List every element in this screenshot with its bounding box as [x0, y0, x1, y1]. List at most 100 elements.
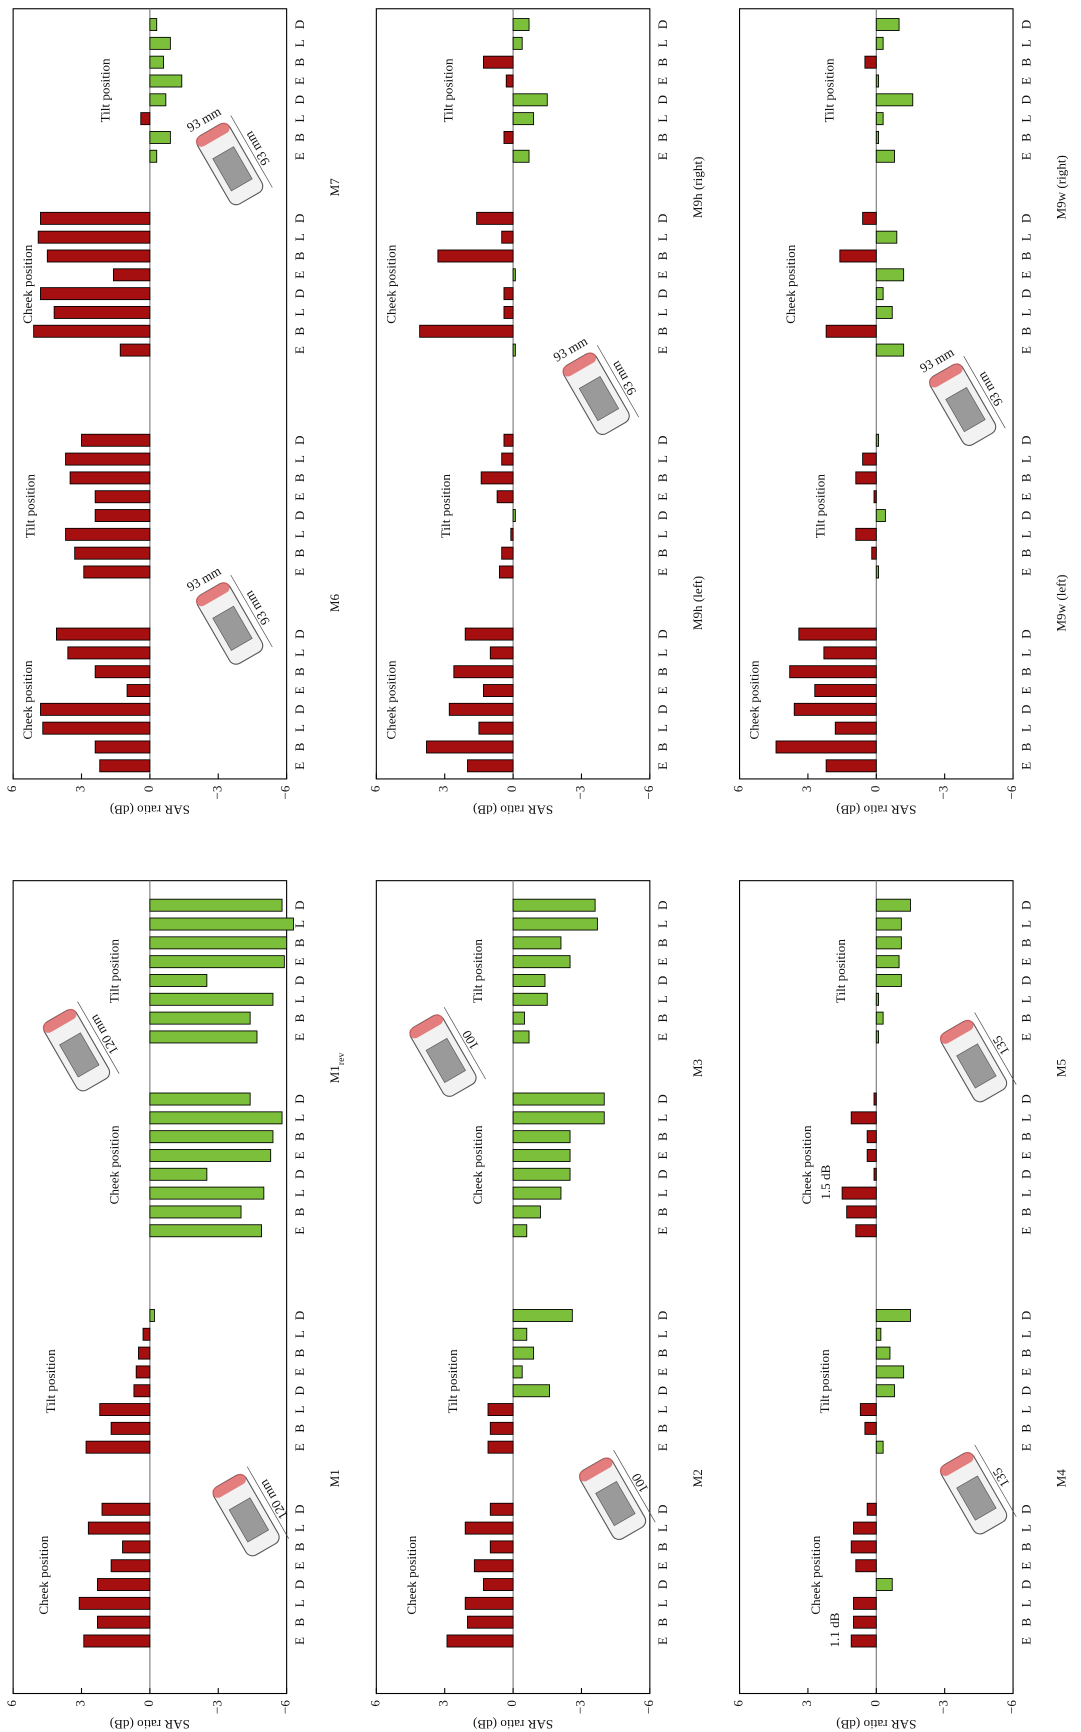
category-label: E [655, 1562, 670, 1570]
y-tick-label: 0 [504, 1700, 519, 1707]
category-label: B [292, 1542, 307, 1551]
group-label: Cheek position [20, 244, 35, 323]
bar [867, 1149, 876, 1161]
bar [111, 1560, 150, 1572]
bar [876, 1309, 910, 1321]
bar [150, 1031, 257, 1043]
bar [477, 212, 513, 224]
group-label: Tilt position [813, 474, 828, 538]
y-tick-label: −6 [278, 1700, 293, 1714]
bar [426, 741, 513, 753]
chart-name: M3 [690, 1058, 705, 1077]
category-label: E [1018, 568, 1033, 576]
category-label: E [1018, 1227, 1033, 1235]
category-label: L [292, 455, 307, 463]
category-label: B [1018, 1132, 1033, 1141]
category-label: B [292, 1424, 307, 1433]
bar [513, 19, 529, 31]
category-label: D [1018, 1386, 1033, 1395]
y-axis-title: SAR ratio (dB) [473, 802, 553, 817]
category-label: D [292, 900, 307, 909]
category-label: B [292, 1207, 307, 1216]
group-label: Tilt position [822, 58, 837, 122]
chart-name: M5 [1053, 1058, 1068, 1077]
chart-name: M1 [327, 1469, 342, 1487]
bar [876, 37, 883, 49]
category-label: L [292, 724, 307, 732]
bar [513, 1225, 527, 1237]
category-label: E [292, 1443, 307, 1451]
category-label: E [655, 958, 670, 966]
bar [513, 1112, 604, 1124]
category-label: L [292, 530, 307, 538]
group-label: Tilt position [22, 474, 37, 538]
category-label: L [292, 39, 307, 47]
category-label: B [292, 251, 307, 260]
category-label: E [292, 1562, 307, 1570]
category-label: B [292, 1618, 307, 1627]
bar [84, 566, 150, 578]
chart-name-text: M5 [1053, 1058, 1068, 1077]
group-label: Tilt position [43, 1349, 58, 1413]
bar [876, 1031, 878, 1043]
bar [490, 647, 513, 659]
bar [150, 131, 171, 143]
category-label: B [655, 1132, 670, 1141]
category-label: E [1018, 271, 1033, 279]
category-label: E [1018, 493, 1033, 501]
category-label: D [292, 1094, 307, 1103]
category-label: D [292, 1580, 307, 1589]
y-tick-label: −6 [1004, 785, 1019, 799]
bar [876, 1328, 881, 1340]
bar [513, 937, 561, 949]
category-label: D [655, 511, 670, 520]
bar [851, 1112, 876, 1124]
bar [513, 1187, 561, 1199]
phone-dimension-label: 135 [989, 1465, 1012, 1490]
phone-illustration: 93 mm93 mm [184, 93, 284, 209]
category-label: L [292, 1599, 307, 1607]
bar [513, 1347, 534, 1359]
bar [876, 974, 901, 986]
category-label: D [655, 214, 670, 223]
bar [95, 741, 150, 753]
category-label: L [292, 1189, 307, 1197]
bar [854, 1616, 877, 1628]
group-label: Tilt position [98, 58, 113, 122]
category-label: B [1018, 742, 1033, 751]
chart-name: M9w (left) [1053, 574, 1068, 631]
bar [513, 344, 515, 356]
y-tick-label: 6 [367, 785, 382, 792]
category-label: E [655, 1637, 670, 1645]
category-label: E [1018, 77, 1033, 85]
group-label: Tilt position [438, 474, 453, 538]
phone-illustration: 93 mm93 mm [917, 334, 1017, 450]
bar [134, 1385, 150, 1397]
category-label: L [655, 455, 670, 463]
category-label: E [655, 271, 670, 279]
group-label: Cheek position [747, 660, 762, 739]
category-label: B [655, 549, 670, 558]
y-tick-label: 0 [867, 1700, 882, 1707]
category-label: B [292, 1013, 307, 1022]
bar [420, 325, 513, 337]
bar [790, 666, 877, 678]
y-tick-label: −3 [572, 1700, 587, 1714]
bar [499, 566, 513, 578]
group-label: Tilt position [833, 939, 848, 1003]
bar [876, 306, 892, 318]
y-tick-label: −6 [641, 785, 656, 799]
category-label: E [655, 1443, 670, 1451]
bar [865, 1422, 876, 1434]
category-label: B [655, 251, 670, 260]
bar [136, 1366, 150, 1378]
bar [513, 1206, 540, 1218]
category-label: B [292, 327, 307, 336]
category-label: L [1018, 1114, 1033, 1122]
y-axis-title: SAR ratio (dB) [473, 1717, 553, 1732]
category-label: D [292, 1170, 307, 1179]
bar [511, 528, 513, 540]
bar [865, 56, 876, 68]
category-label: D [1018, 705, 1033, 714]
category-label: L [1018, 995, 1033, 1003]
